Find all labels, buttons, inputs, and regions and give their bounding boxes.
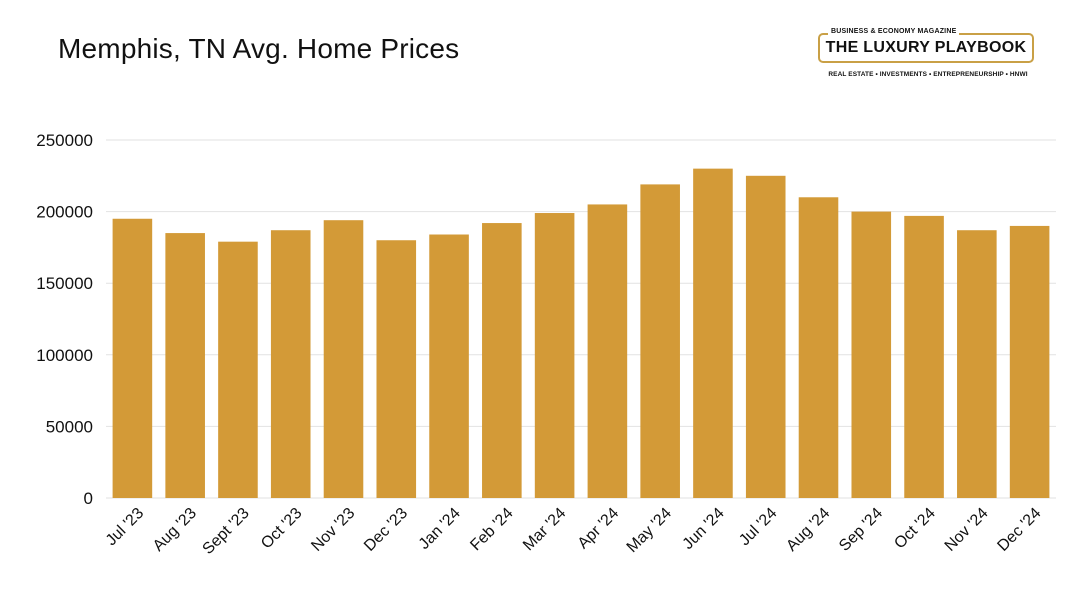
y-axis-ticks: 0 50000 100000 150000 200000 250000	[36, 131, 93, 508]
x-tick-label: Sep '24	[836, 505, 886, 555]
x-axis-ticks: Jul '23 Aug '23 Sept '23 Oct '23 Nov '23 Dec …	[103, 505, 1045, 558]
bar	[112, 218, 153, 498]
bar	[904, 215, 944, 498]
x-tick-label: Dec '23	[361, 505, 411, 555]
bar	[376, 240, 417, 499]
x-tick-label: Dec '24	[994, 505, 1044, 555]
y-tick-label: 250000	[36, 131, 93, 150]
y-tick-label: 150000	[36, 274, 93, 293]
bar	[165, 233, 205, 498]
x-tick-label: Jul '23	[103, 505, 147, 549]
bar	[218, 241, 258, 498]
brand-tagline: REAL ESTATE • INVESTMENTS • ENTREPRENEUR…	[828, 71, 1028, 78]
bar	[851, 211, 892, 498]
x-tick-label: Aug '23	[150, 505, 200, 555]
brand-kicker: BUSINESS & ECONOMY MAGAZINE	[828, 28, 960, 35]
y-tick-label: 100000	[36, 346, 93, 365]
bar	[1009, 225, 1050, 499]
x-tick-label: Aug '24	[783, 505, 833, 555]
x-tick-label: Nov '23	[308, 505, 358, 555]
y-tick-label: 50000	[46, 417, 93, 436]
x-tick-label: Oct '23	[258, 505, 306, 553]
gridlines	[106, 139, 1056, 499]
brand-name: THE LUXURY PLAYBOOK	[825, 39, 1027, 56]
bar	[745, 175, 786, 499]
x-tick-label: Jan '24	[416, 505, 464, 553]
x-tick-label: Sept '23	[200, 505, 253, 558]
x-tick-label: Nov '24	[942, 505, 992, 555]
y-tick-label: 200000	[36, 203, 93, 222]
bar	[693, 168, 733, 498]
x-tick-label: May '24	[624, 505, 675, 556]
bar	[957, 230, 997, 498]
chart-title: Memphis, TN Avg. Home Prices	[58, 33, 460, 64]
bar	[534, 213, 575, 499]
bar	[323, 220, 364, 498]
bar	[587, 204, 628, 498]
y-tick-label: 0	[84, 489, 93, 508]
bar	[270, 230, 311, 498]
x-tick-label: Jul '24	[736, 505, 780, 549]
x-tick-label: Mar '24	[520, 505, 569, 554]
bar	[640, 184, 680, 498]
bar	[798, 197, 839, 498]
bars	[112, 168, 1050, 499]
x-tick-label: Oct '24	[891, 505, 939, 553]
bar	[429, 234, 469, 498]
bar	[482, 223, 522, 498]
x-tick-label: Apr '24	[575, 505, 623, 553]
x-tick-label: Jun '24	[680, 505, 728, 553]
brand-logo: BUSINESS & ECONOMY MAGAZINE THE LUXURY P…	[812, 26, 1044, 86]
x-tick-label: Feb '24	[467, 505, 516, 554]
